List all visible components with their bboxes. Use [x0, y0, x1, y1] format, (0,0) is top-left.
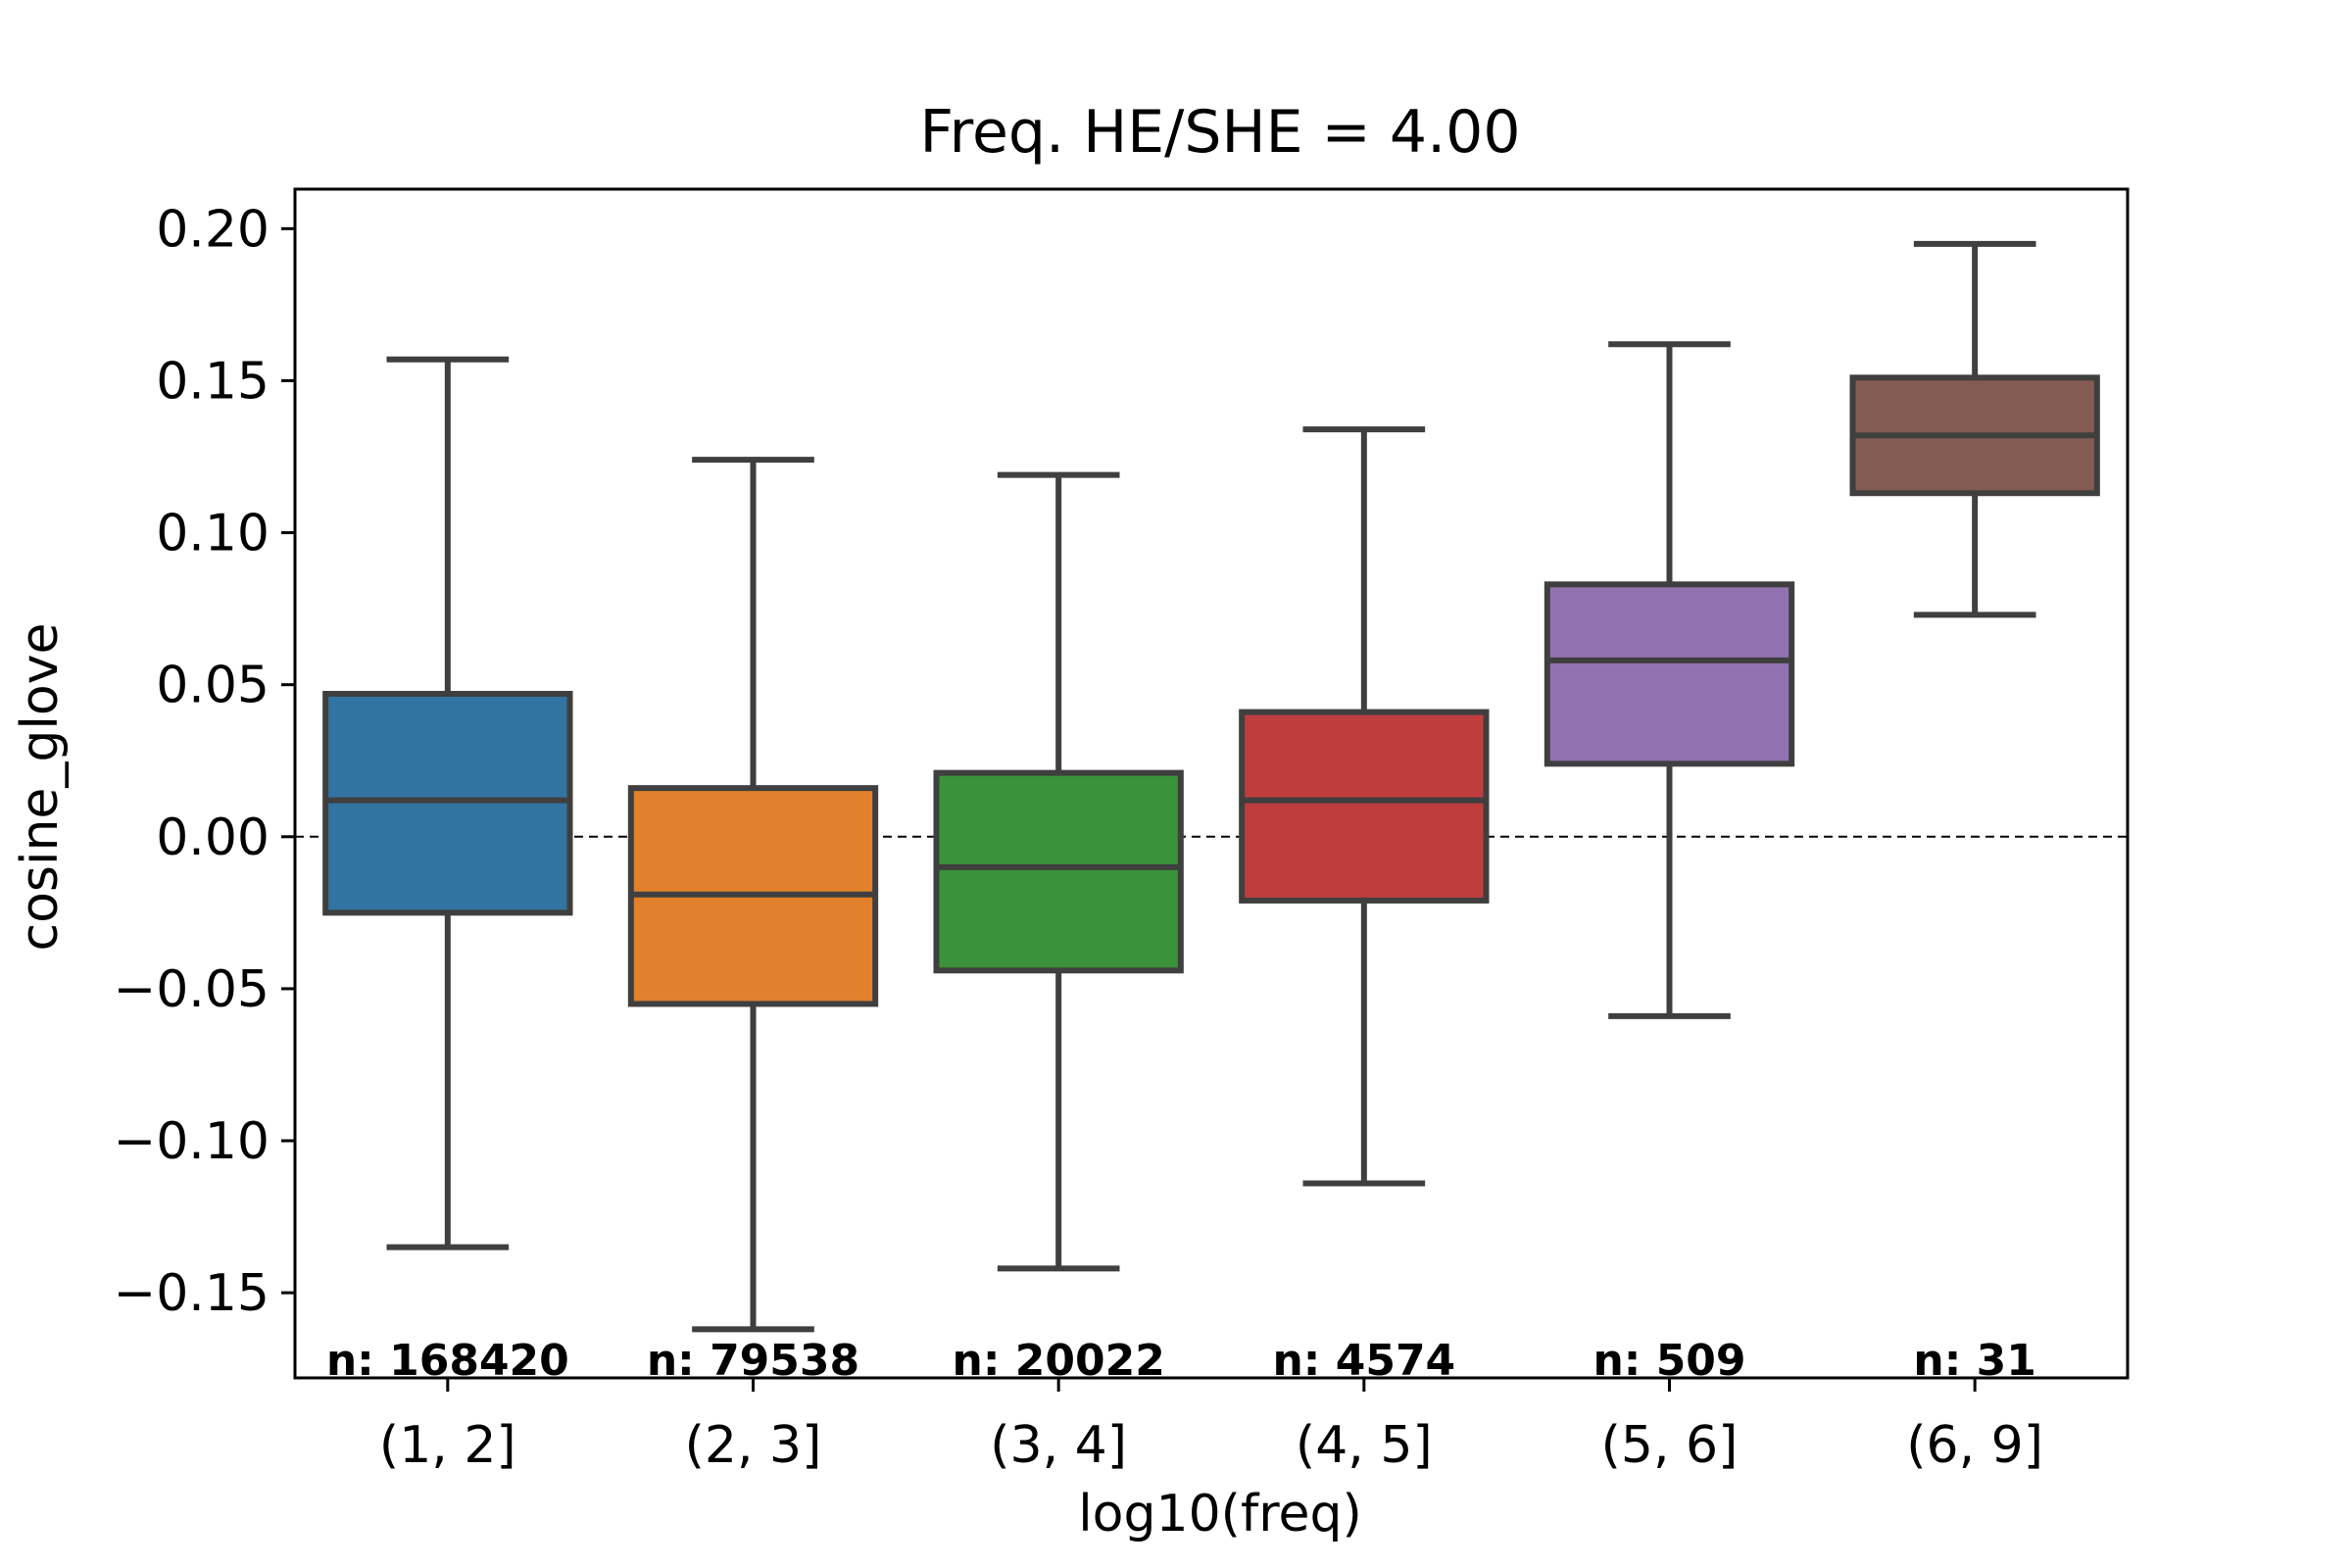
x-tick-label: (6, 9]	[1906, 1416, 2043, 1475]
x-tick-label: (4, 5]	[1296, 1416, 1433, 1475]
x-axis-label: log10(freq)	[1078, 1485, 1362, 1544]
y-tick-label: 0.15	[156, 352, 270, 411]
plot-area: n: 168420 n: 79538 n: 20022 n: 4574 n: 509 n:…	[114, 187, 2130, 1475]
plot-frame	[293, 187, 2130, 1380]
x-tick-label: (5, 6]	[1601, 1416, 1739, 1475]
box-iqr	[933, 769, 1184, 974]
y-tick-label: 0.20	[156, 200, 270, 259]
x-tick-label: (1, 2]	[379, 1416, 516, 1475]
y-axis-label: cosine_glove	[11, 623, 70, 952]
box-5: n: 509	[1544, 341, 1795, 1386]
box-4: n: 4574	[1239, 426, 1490, 1386]
y-tick-label: 0.05	[156, 657, 270, 715]
box-2: n: 79538	[627, 457, 879, 1386]
y-tick-label: −0.05	[114, 960, 270, 1019]
box-3: n: 20022	[933, 471, 1184, 1386]
y-tick-label: −0.15	[114, 1264, 270, 1323]
y-tick-label: 0.10	[156, 505, 270, 564]
box-1: n: 168420	[322, 356, 573, 1386]
y-tick-label: −0.10	[114, 1112, 270, 1171]
y-tick-label: 0.00	[156, 808, 270, 867]
box-iqr	[1544, 581, 1795, 767]
x-tick-label: (2, 3]	[685, 1416, 822, 1475]
x-tick-label: (3, 4]	[990, 1416, 1127, 1475]
box-iqr	[1239, 709, 1490, 904]
chart-title: Freq. HE/SHE = 4.00	[919, 98, 1520, 167]
box-6: n: 31	[1849, 240, 2100, 1386]
box-iqr	[322, 690, 573, 916]
